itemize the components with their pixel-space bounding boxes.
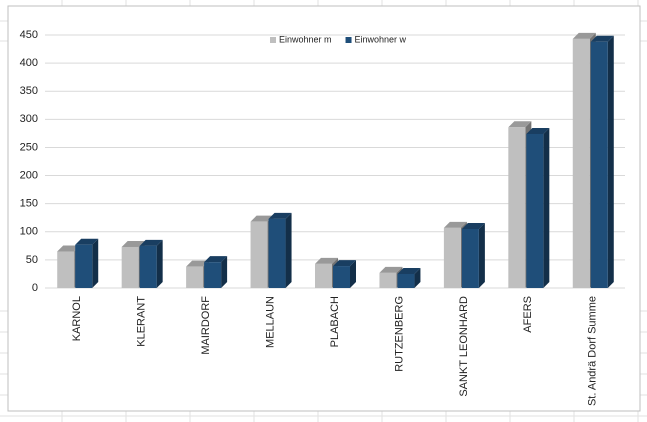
bar bbox=[204, 262, 222, 288]
y-tick-label: 250 bbox=[20, 141, 38, 153]
bar bbox=[75, 244, 93, 288]
bar-side bbox=[543, 127, 550, 288]
y-tick-label: 450 bbox=[20, 29, 38, 41]
bar-top bbox=[75, 238, 99, 245]
bar bbox=[590, 41, 608, 288]
x-tick-label: AFERS bbox=[522, 296, 534, 333]
x-tick-label: RUTZENBERG bbox=[393, 296, 405, 372]
bar bbox=[333, 266, 350, 288]
bar bbox=[379, 272, 397, 288]
bar-side bbox=[350, 260, 356, 288]
bar bbox=[526, 133, 544, 288]
bar bbox=[508, 127, 526, 289]
bar-side bbox=[478, 222, 485, 288]
bar bbox=[186, 266, 204, 288]
bar-side bbox=[221, 256, 228, 288]
bar bbox=[397, 273, 415, 288]
bar bbox=[572, 38, 590, 289]
x-tick-label: SANKT LEONHARD bbox=[458, 296, 470, 397]
bar-top bbox=[121, 240, 145, 247]
bar bbox=[57, 251, 75, 288]
y-tick-label: 400 bbox=[20, 57, 38, 69]
x-tick-label: PLABACH bbox=[329, 296, 341, 347]
bar-top bbox=[443, 221, 467, 228]
x-tick-label: KLERANT bbox=[136, 296, 148, 347]
bar-side bbox=[156, 239, 163, 288]
bar bbox=[315, 263, 332, 288]
bar bbox=[139, 245, 157, 288]
x-tick-label: KARNOL bbox=[71, 296, 83, 341]
x-tick-label: MELLAUN bbox=[264, 296, 276, 348]
x-tick-label: MAIRDORF bbox=[200, 296, 212, 355]
bar-top bbox=[250, 215, 274, 222]
bar-top bbox=[508, 121, 532, 128]
bar bbox=[461, 228, 479, 288]
bar-side bbox=[285, 212, 292, 288]
y-tick-label: 350 bbox=[20, 85, 38, 97]
bar-top bbox=[379, 266, 403, 273]
bar-top bbox=[590, 35, 614, 42]
bar-side bbox=[607, 35, 614, 288]
y-tick-label: 150 bbox=[20, 198, 38, 210]
bar-top bbox=[186, 260, 210, 267]
bar-top bbox=[268, 212, 292, 219]
bar-top bbox=[461, 222, 485, 229]
x-tick-label: St. Andrä Dorf Summe bbox=[587, 296, 599, 406]
legend-label: Einwohner m bbox=[279, 34, 332, 44]
bar bbox=[121, 246, 139, 288]
y-tick-label: 0 bbox=[32, 282, 38, 294]
bar-top bbox=[315, 257, 338, 264]
bar-top bbox=[397, 267, 421, 274]
bar-top bbox=[204, 256, 228, 263]
bar-top bbox=[139, 239, 163, 246]
bar-top bbox=[572, 32, 596, 39]
bar-side bbox=[92, 238, 99, 288]
bar bbox=[443, 227, 461, 288]
y-tick-label: 100 bbox=[20, 226, 38, 238]
legend-label: Einwohner w bbox=[355, 34, 407, 44]
bar-top bbox=[526, 127, 550, 134]
bar-top bbox=[57, 245, 81, 252]
legend-swatch bbox=[345, 37, 352, 43]
y-tick-label: 200 bbox=[20, 169, 38, 181]
bar bbox=[268, 218, 286, 288]
y-tick-label: 300 bbox=[20, 113, 38, 125]
y-tick-label: 50 bbox=[26, 254, 38, 266]
legend-swatch bbox=[270, 37, 276, 43]
bar-side bbox=[414, 267, 421, 288]
bar-top bbox=[333, 260, 356, 267]
bar bbox=[250, 221, 268, 288]
